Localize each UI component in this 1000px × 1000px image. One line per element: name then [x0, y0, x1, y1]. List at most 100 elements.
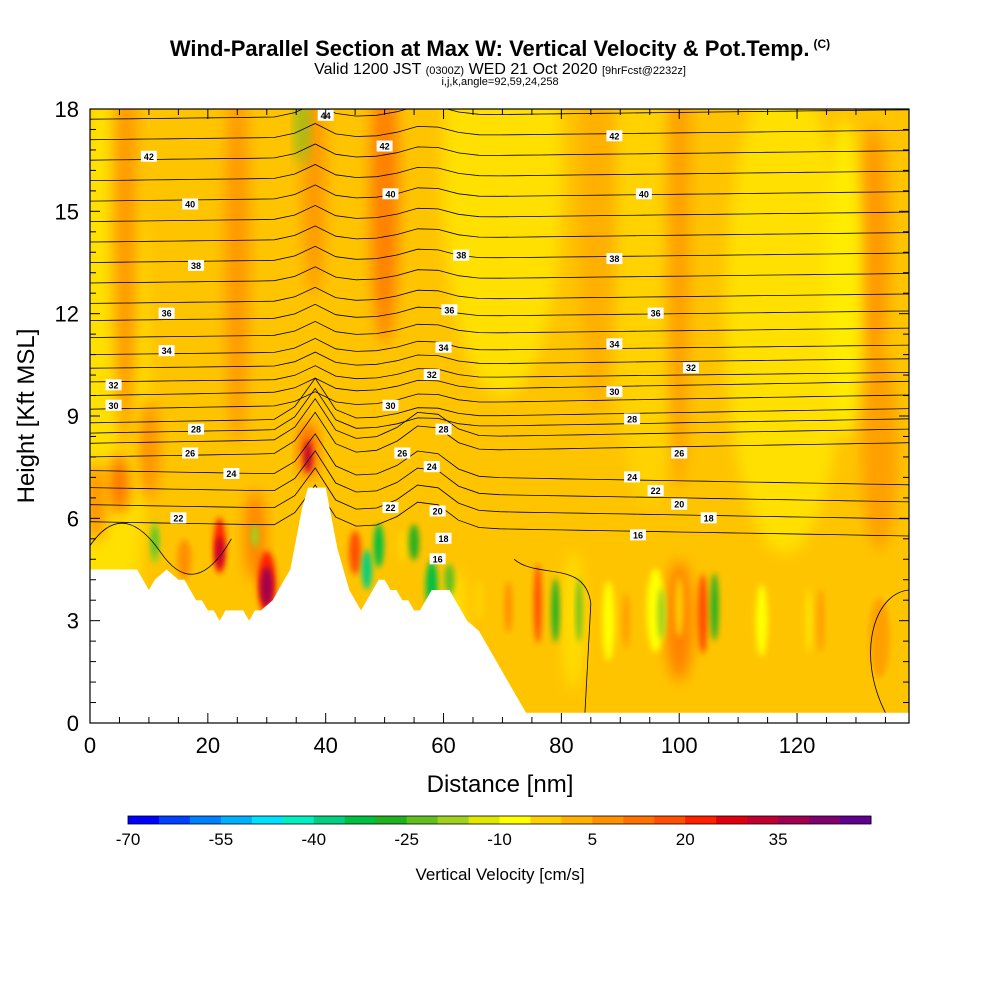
velocity-cell: [697, 573, 708, 654]
contour-label-text: 38: [456, 251, 466, 261]
colorbar-tick-label: 5: [588, 830, 597, 849]
contour-label-text: 18: [439, 534, 449, 544]
theta-contour-label: 16: [629, 529, 646, 541]
theta-contour-line: [90, 123, 909, 141]
field-shade: [109, 454, 130, 515]
contour-label-bg: [105, 399, 122, 411]
field-shade: [370, 109, 399, 345]
velocity-cell: [260, 566, 273, 607]
field-shade: [667, 109, 692, 492]
theta-contour-line: [90, 377, 909, 424]
theta-contour-line: [90, 286, 909, 304]
contour-label-text: 34: [162, 346, 172, 356]
velocity-cell: [804, 588, 813, 653]
theta-contour-label: 26: [182, 447, 199, 459]
colorbar-swatch: [685, 816, 717, 824]
field-shade: [296, 109, 309, 167]
contour-label-bg: [435, 341, 452, 353]
theta-contour-label: 34: [158, 345, 175, 357]
contour-label-bg: [624, 413, 641, 425]
contour-label-bg: [629, 529, 646, 541]
contour-label-bg: [158, 345, 175, 357]
contour-label-text: 24: [627, 472, 637, 482]
theta-contour-label: 38: [453, 249, 470, 261]
colorbar-swatch: [406, 816, 439, 824]
colorbar-swatch: [313, 816, 346, 824]
velocity-cell: [576, 578, 583, 643]
y-axis-label: Height [Kft MSL]: [13, 329, 40, 504]
contour-label-bg: [671, 498, 688, 510]
x-tick-label: 60: [431, 733, 455, 758]
field-shade: [225, 109, 250, 446]
y-tick-label: 3: [67, 609, 79, 634]
colorbar-swatch: [716, 816, 748, 824]
colorbar-swatch: [654, 816, 686, 824]
colorbar-swatch: [840, 816, 872, 824]
theta-contour-line: [90, 337, 909, 355]
theta-contour-line: [90, 143, 909, 161]
colorbar: -70 -55 -40 -25 -10 5 20 35: [116, 815, 872, 849]
contour-label-text: 30: [109, 401, 119, 411]
velocity-cell: [215, 536, 224, 569]
contour-label-bg: [606, 386, 623, 398]
contour-label-text: 18: [704, 513, 714, 523]
contour-label-text: 36: [444, 305, 454, 315]
colorbar-swatch: [499, 816, 531, 824]
colorbar-swatch: [344, 816, 377, 824]
contour-label-text: 32: [686, 363, 696, 373]
theta-contour-label: 30: [105, 399, 122, 411]
velocity-cell: [373, 523, 384, 568]
contour-label-text: 40: [639, 189, 649, 199]
theta-contour-line: [90, 450, 909, 503]
theta-contour-label: 40: [182, 198, 199, 210]
contour-label-bg: [647, 485, 664, 497]
contour-label-bg: [682, 362, 699, 374]
contour-label-bg: [441, 304, 458, 316]
contour-label-bg: [635, 188, 652, 200]
theta-contour-line: [90, 411, 909, 458]
theta-contour-label: 22: [647, 485, 664, 497]
contour-label-text: 28: [191, 425, 201, 435]
colorbar-swatch: [747, 816, 779, 824]
theta-contour-line: [90, 184, 909, 202]
contour-label-text: 22: [385, 503, 395, 513]
theta-contour-label: 34: [435, 341, 452, 353]
theta-contour-label: 18: [700, 512, 717, 524]
theta-contour-label: 42: [140, 150, 157, 162]
heatmap-field: [90, 109, 909, 723]
theta-contour-line: [90, 484, 909, 537]
field-shade: [861, 350, 898, 551]
colorbar-swatch: [778, 816, 810, 824]
contour-label-bg: [376, 140, 393, 152]
contour-label-bg: [700, 512, 717, 524]
contour-label-bg: [223, 467, 240, 479]
colorbar-title: Vertical Velocity [cm/s]: [415, 865, 584, 884]
contour-label-bg: [188, 423, 205, 435]
velocity-cell: [533, 563, 542, 644]
theta-contour-line: [90, 397, 909, 444]
contour-label-bg: [170, 512, 187, 524]
theta-contour-label: 40: [635, 188, 652, 200]
theta-contour-label: 28: [188, 423, 205, 435]
theta-contour-line: [90, 245, 909, 263]
contour-label-text: 22: [173, 513, 183, 523]
velocity-cell: [304, 440, 313, 473]
y-tick-label: 15: [55, 199, 79, 224]
chart-subtitle: Valid 1200 JST (0300Z) WED 21 Oct 2020 […: [314, 61, 686, 78]
contour-label-text: 26: [185, 449, 195, 459]
field-shade: [301, 109, 326, 298]
velocity-cell: [504, 581, 513, 634]
theta-contour-label: 18: [435, 532, 452, 544]
velocity-cell: [551, 578, 560, 643]
x-tick-label: 100: [661, 733, 698, 758]
contour-label-bg: [606, 253, 623, 265]
y-tick-label: 6: [67, 506, 79, 531]
contour-label-bg: [429, 553, 446, 565]
theta-contour-line: [90, 225, 909, 243]
theta-contour-line: [90, 164, 909, 181]
velocity-cell: [675, 577, 684, 638]
contour-label-text: 32: [109, 380, 119, 390]
colorbar-swatch: [809, 816, 841, 824]
contour-label-text: 36: [162, 309, 172, 319]
